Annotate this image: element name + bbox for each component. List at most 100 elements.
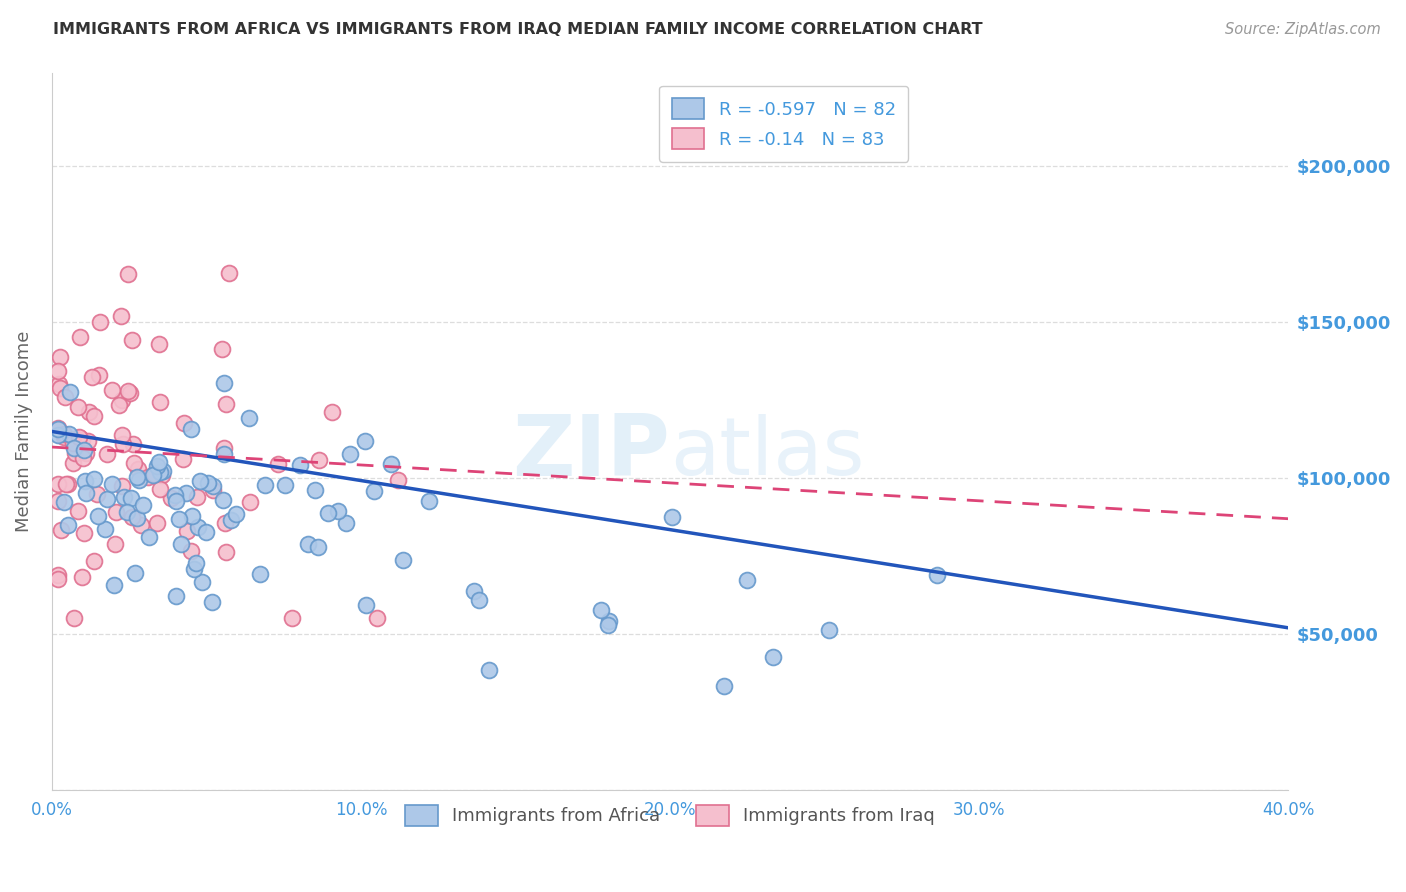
Point: [83, 409, 105, 423]
Point: [121, 334, 143, 348]
Point: [104, 537, 127, 551]
Point: [212, 376, 235, 390]
Point: [142, 468, 165, 483]
Point: [122, 437, 145, 451]
Point: [735, 573, 758, 587]
Point: [56, 517, 79, 532]
Point: [211, 342, 233, 356]
Point: [354, 599, 377, 613]
Point: [219, 513, 242, 527]
Point: [73, 443, 96, 458]
Point: [46, 428, 69, 442]
Point: [46, 364, 69, 378]
Point: [589, 603, 612, 617]
Point: [817, 623, 839, 637]
Point: [56, 476, 79, 491]
Point: [46, 476, 69, 491]
Point: [117, 384, 139, 399]
Y-axis label: Median Family Income: Median Family Income: [15, 331, 32, 533]
Point: [281, 611, 304, 625]
Point: [53, 495, 76, 509]
Point: [159, 491, 181, 505]
Point: [188, 475, 211, 489]
Point: [249, 566, 271, 581]
Point: [96, 491, 118, 506]
Point: [167, 512, 190, 526]
Point: [478, 664, 501, 678]
Point: [165, 488, 187, 502]
Point: [148, 455, 170, 469]
Point: [124, 456, 146, 470]
Point: [180, 508, 202, 523]
Point: [75, 486, 97, 500]
Point: [55, 477, 77, 491]
Point: [354, 434, 377, 448]
Point: [53, 430, 76, 444]
Point: [136, 470, 159, 484]
Point: [76, 434, 98, 448]
Point: [149, 465, 172, 479]
Point: [63, 442, 86, 456]
Point: [46, 422, 69, 436]
Point: [67, 401, 90, 415]
Point: [87, 509, 110, 524]
Point: [94, 523, 117, 537]
Point: [48, 377, 70, 392]
Point: [173, 416, 195, 430]
Point: [201, 479, 224, 493]
Point: [115, 505, 138, 519]
Point: [62, 435, 84, 450]
Text: atlas: atlas: [671, 414, 865, 492]
Point: [69, 330, 91, 344]
Point: [380, 457, 402, 471]
Point: [187, 520, 209, 534]
Point: [214, 516, 236, 530]
Point: [58, 426, 80, 441]
Text: IMMIGRANTS FROM AFRICA VS IMMIGRANTS FROM IRAQ MEDIAN FAMILY INCOME CORRELATION : IMMIGRANTS FROM AFRICA VS IMMIGRANTS FRO…: [53, 22, 983, 37]
Point: [363, 483, 385, 498]
Point: [101, 477, 124, 491]
Point: [127, 511, 149, 525]
Point: [307, 540, 329, 554]
Point: [176, 524, 198, 538]
Point: [127, 462, 149, 476]
Text: Source: ZipAtlas.com: Source: ZipAtlas.com: [1225, 22, 1381, 37]
Point: [83, 472, 105, 486]
Point: [75, 446, 97, 460]
Point: [468, 593, 491, 607]
Point: [661, 510, 683, 524]
Point: [131, 498, 153, 512]
Point: [69, 431, 91, 445]
Point: [120, 491, 142, 505]
Point: [73, 474, 96, 488]
Point: [148, 336, 170, 351]
Point: [149, 394, 172, 409]
Point: [101, 383, 124, 397]
Point: [297, 536, 319, 550]
Point: [212, 492, 235, 507]
Point: [184, 556, 207, 570]
Point: [112, 490, 135, 504]
Point: [83, 554, 105, 568]
Point: [366, 611, 388, 625]
Point: [238, 410, 260, 425]
Point: [274, 478, 297, 492]
Point: [77, 405, 100, 419]
Point: [267, 457, 290, 471]
Point: [80, 369, 103, 384]
Point: [51, 524, 73, 538]
Point: [117, 268, 139, 282]
Point: [152, 464, 174, 478]
Point: [121, 510, 143, 524]
Point: [59, 385, 82, 400]
Point: [288, 458, 311, 472]
Point: [49, 350, 72, 364]
Point: [72, 570, 94, 584]
Point: [53, 390, 76, 404]
Point: [89, 315, 111, 329]
Point: [49, 381, 72, 395]
Point: [925, 567, 948, 582]
Point: [46, 573, 69, 587]
Point: [713, 679, 735, 693]
Point: [225, 507, 247, 521]
